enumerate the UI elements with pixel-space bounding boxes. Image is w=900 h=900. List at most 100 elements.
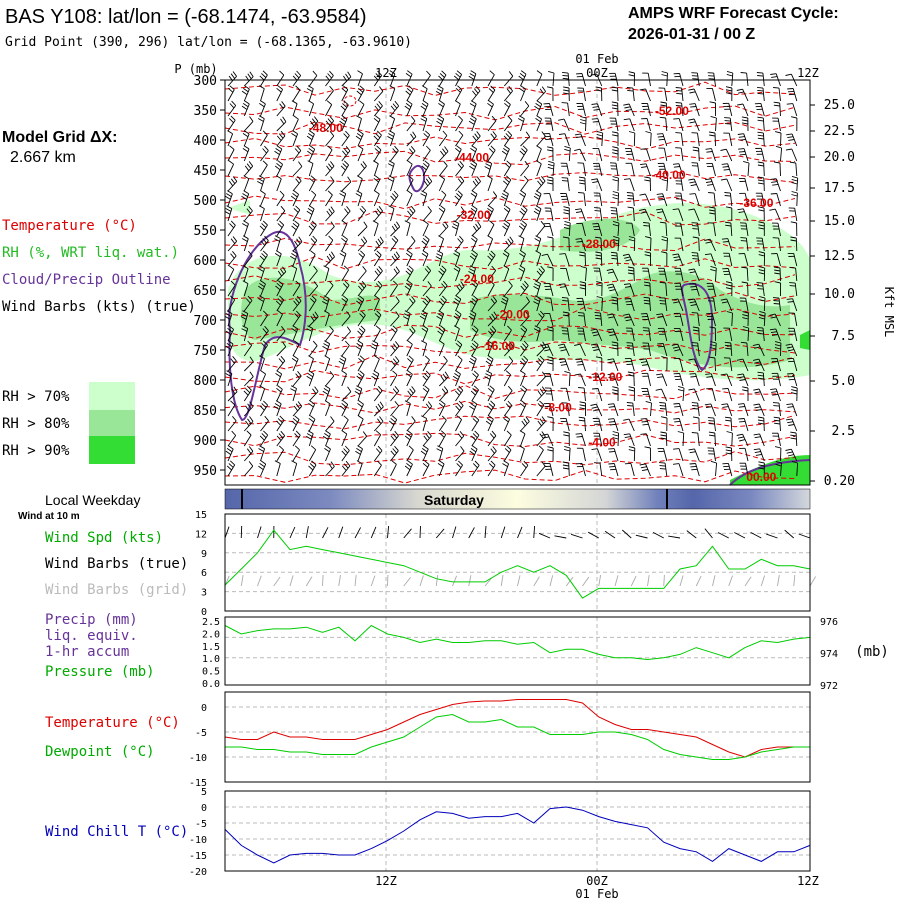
wind-barb-flag (624, 298, 631, 300)
wind-barb-flag (543, 436, 549, 439)
wind-barb (308, 179, 316, 192)
wind-barb-flag (504, 177, 510, 183)
wind-barb (390, 374, 398, 387)
wind-barb-flag (359, 208, 365, 214)
wind-barb (778, 88, 781, 102)
wind-barb-flag (611, 86, 618, 89)
wind-barb-flag (523, 340, 529, 346)
wind-barb (679, 313, 684, 327)
wind-barb-flag (640, 148, 647, 150)
wind-barb-flag (259, 283, 265, 288)
wind-barb (600, 313, 603, 327)
wind-barb-flag (626, 192, 633, 194)
wind-barb-flag (307, 160, 314, 164)
wind-barb-flag (470, 115, 477, 120)
wind-barb (227, 76, 237, 87)
wind-barb-grid (565, 576, 574, 587)
wind-barb-flag (313, 281, 319, 287)
wind-barb-flag (758, 269, 765, 272)
wind-barb-flag (675, 89, 683, 92)
wind-barb-flag (259, 385, 265, 390)
wind-barb-flag (612, 220, 620, 224)
wind-barb-flag (246, 385, 252, 391)
wind-barb-flag (451, 226, 458, 230)
pressure-tick-label: 300 (194, 74, 217, 89)
wind-barb-flag (362, 266, 367, 272)
wind-barb-flag (360, 163, 365, 169)
wind-barb (406, 136, 417, 147)
pressure-tick-label: 350 (194, 104, 217, 119)
wind-barb (597, 118, 603, 132)
wind-barb (438, 434, 447, 447)
wind-barb (292, 119, 299, 132)
wind-barb (617, 192, 620, 207)
wind-barb-flag (563, 209, 570, 212)
wind-barb-flag (623, 118, 630, 121)
wind-barb (422, 328, 429, 342)
wind-barb-flag (592, 388, 599, 390)
wind-barb-flag (457, 178, 463, 184)
wind-barb-flag (438, 327, 444, 333)
wind-barb-flag (623, 103, 630, 106)
wind-barb-flag (640, 418, 647, 420)
wind-barb-flag (275, 175, 282, 180)
wind-barb (373, 450, 383, 462)
wind-barb-flag (388, 205, 395, 209)
wind-barbs-grid-label: Wind Barbs (grid) (45, 582, 188, 598)
wind-barb-flag (709, 206, 716, 209)
wind-barb (373, 149, 382, 162)
wind-barb (292, 133, 299, 147)
wind-barb-flag (343, 463, 349, 469)
wind-barb-flag (474, 415, 480, 421)
wind-barb (601, 297, 603, 312)
wind-barb-flag (456, 145, 462, 150)
wind-barb-flag (688, 388, 695, 391)
wind-barb-flag (444, 371, 449, 378)
wind-barb (227, 435, 237, 447)
wind-barb-flag (692, 405, 699, 407)
wind-barb-flag (293, 190, 299, 195)
wind-barb-flag (242, 325, 248, 329)
pressure-tick-label: 750 (194, 344, 217, 359)
wind-barb (292, 419, 300, 432)
wind-barb-flag (644, 284, 651, 287)
wind-barb (357, 270, 367, 282)
wind-barb-flag (723, 168, 730, 171)
tick-label: 0 (201, 803, 207, 814)
wind-barb-flag (575, 208, 582, 211)
wind-barb-flag (738, 136, 745, 138)
wind-barb (357, 178, 363, 192)
wind-barb (438, 238, 445, 252)
wind-barb-flag (233, 386, 238, 392)
wind-barb-flag (774, 422, 781, 425)
wind-barb-flag (421, 448, 428, 453)
wind-barb (438, 165, 448, 177)
wind-barb (568, 147, 571, 162)
wind-barb-flag (339, 358, 346, 362)
wind-barb-flag (507, 325, 512, 331)
temp-ticks: 0-5-10-15 (189, 703, 207, 789)
wind-barb-flag (257, 181, 263, 185)
wind-barb-flag (454, 312, 461, 318)
wind-barb (260, 164, 268, 177)
wind-barb-flag (341, 465, 347, 471)
wind-barb (390, 118, 396, 132)
wind-barb-flag (737, 403, 745, 405)
wind-barb-flag (611, 344, 618, 347)
wind-barb-flag (355, 135, 362, 140)
wind-barb (536, 270, 545, 282)
wind-barb (520, 268, 526, 282)
wind-barb-flag (243, 390, 249, 396)
pressure-tick-label: 600 (194, 254, 217, 269)
wind-barb-flag (656, 133, 663, 135)
wind-barb-flag (785, 343, 792, 346)
wind-barb (793, 328, 798, 342)
wind-barb-flag (296, 145, 302, 151)
height-tick-label: 5.0 (832, 374, 855, 389)
wind-barb-flag (376, 145, 382, 151)
wind-barb-flag (274, 238, 280, 242)
wind-barb-flag (290, 195, 297, 201)
wind-barb (503, 75, 514, 87)
wind-barb-flag (422, 387, 428, 393)
temperature-contour-label: -32.00 (457, 208, 491, 222)
